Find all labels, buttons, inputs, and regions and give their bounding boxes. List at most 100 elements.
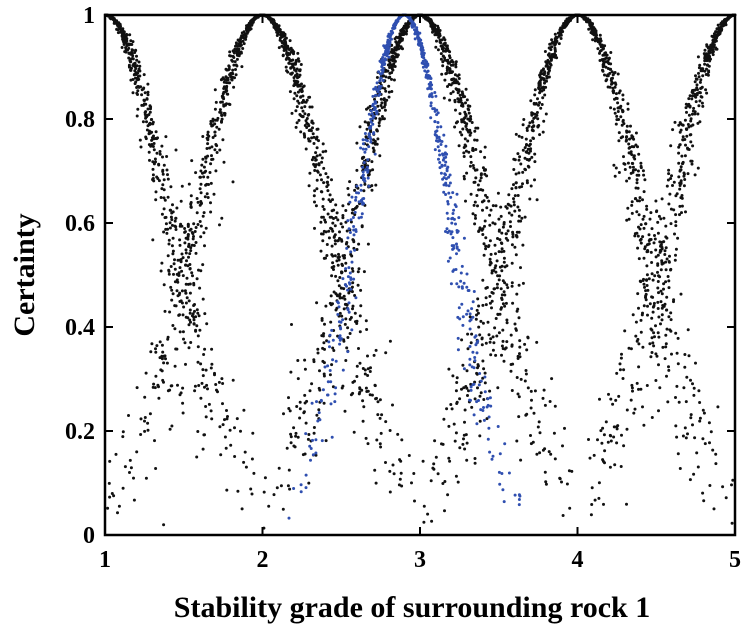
- cloud-drop: [707, 421, 711, 425]
- cloud-drop: [715, 47, 719, 51]
- cloud-drop: [237, 47, 241, 51]
- cloud-drop: [331, 338, 335, 342]
- cloud-drop: [169, 285, 173, 289]
- cloud-drop: [180, 184, 184, 188]
- cloud-drop: [621, 98, 625, 102]
- cloud-drop: [384, 89, 388, 93]
- cloud-drop: [444, 177, 448, 181]
- cloud-drop: [351, 208, 355, 212]
- cloud-drop: [189, 341, 193, 344]
- cloud-drop: [308, 389, 312, 393]
- cloud-drop: [202, 211, 206, 215]
- cloud-drop: [446, 200, 450, 203]
- cloud-drop: [468, 345, 472, 348]
- cloud-drop: [466, 332, 470, 336]
- cloud-drop: [188, 308, 192, 312]
- cloud-drop: [299, 63, 303, 66]
- cloud-drop: [324, 256, 327, 260]
- cloud-drop: [420, 55, 424, 59]
- cloud-drop: [499, 287, 503, 291]
- cloud-drop: [164, 135, 168, 139]
- cloud-drop: [476, 386, 479, 390]
- cloud-drop: [359, 183, 363, 187]
- cloud-drop: [190, 314, 194, 318]
- cloud-drop: [343, 409, 347, 413]
- cloud-drop: [121, 430, 125, 434]
- cloud-drop: [321, 388, 325, 392]
- cloud-drop: [616, 110, 620, 113]
- cloud-drop: [537, 124, 541, 127]
- cloud-drop: [413, 37, 417, 41]
- cloud-drop: [143, 91, 147, 95]
- cloud-drop: [558, 476, 562, 480]
- cloud-drop: [695, 83, 699, 87]
- cloud-drop: [332, 235, 336, 238]
- cloud-drop: [528, 157, 532, 161]
- cloud-drop: [686, 123, 690, 126]
- y-tick-label: 1: [83, 3, 95, 29]
- cloud-drop: [346, 219, 350, 223]
- cloud-drop: [596, 47, 600, 51]
- cloud-drop: [143, 113, 147, 116]
- cloud-drop: [187, 323, 191, 327]
- cloud-drop: [709, 430, 713, 434]
- cloud-drop: [708, 441, 711, 445]
- cloud-drop: [434, 94, 438, 98]
- cloud-drop: [391, 55, 395, 59]
- cloud-drop: [524, 150, 528, 154]
- cloud-drop: [636, 246, 640, 250]
- cloud-drop: [455, 376, 459, 380]
- cloud-drop: [664, 280, 668, 284]
- cloud-drop: [204, 160, 208, 164]
- cloud-drop: [350, 267, 354, 271]
- cloud-drop: [660, 292, 664, 296]
- cloud-drop: [350, 328, 354, 332]
- cloud-drop: [470, 332, 474, 336]
- cloud-drop: [314, 204, 318, 208]
- cloud-drop: [186, 264, 190, 268]
- cloud-drop: [535, 452, 539, 456]
- cloud-drop: [203, 347, 207, 351]
- cloud-drop: [414, 31, 418, 35]
- cloud-drop: [499, 205, 503, 209]
- cloud-drop: [477, 325, 481, 329]
- cloud-drop: [506, 229, 510, 233]
- cloud-drop: [173, 258, 176, 262]
- cloud-drop: [149, 107, 152, 111]
- cloud-drop: [355, 168, 359, 172]
- cloud-drop: [282, 42, 286, 46]
- cloud-drop: [334, 386, 338, 390]
- cloud-drop: [437, 30, 441, 34]
- cloud-drop: [516, 152, 520, 156]
- cloud-drop: [178, 243, 182, 247]
- cloud-drop: [112, 494, 116, 498]
- cloud-drop: [433, 439, 437, 443]
- cloud-drop: [663, 302, 667, 306]
- cloud-drop: [181, 386, 185, 390]
- cloud-drop: [450, 244, 454, 248]
- cloud-drop: [220, 94, 224, 98]
- cloud-drop: [481, 166, 485, 170]
- cloud-drop: [348, 271, 352, 275]
- cloud-drop: [212, 192, 216, 196]
- cloud-drop: [231, 59, 235, 63]
- cloud-drop: [466, 394, 469, 397]
- cloud-drop: [480, 200, 484, 204]
- cloud-drop: [209, 366, 213, 370]
- cloud-drop: [366, 374, 370, 377]
- cloud-drop: [332, 349, 336, 352]
- cloud-drop: [320, 334, 324, 338]
- cloud-drop: [384, 351, 388, 355]
- cloud-drop: [326, 380, 330, 384]
- cloud-drop: [337, 255, 341, 259]
- cloud-drop: [495, 282, 499, 286]
- cloud-drop: [208, 171, 212, 174]
- cloud-drop: [373, 107, 377, 110]
- cloud-drop: [285, 56, 289, 60]
- cloud-drop: [169, 185, 173, 189]
- cloud-drop: [214, 100, 218, 104]
- cloud-drop: [681, 434, 685, 438]
- cloud-drop: [184, 291, 188, 295]
- cloud-drop: [521, 243, 525, 247]
- cloud-drop: [372, 150, 376, 154]
